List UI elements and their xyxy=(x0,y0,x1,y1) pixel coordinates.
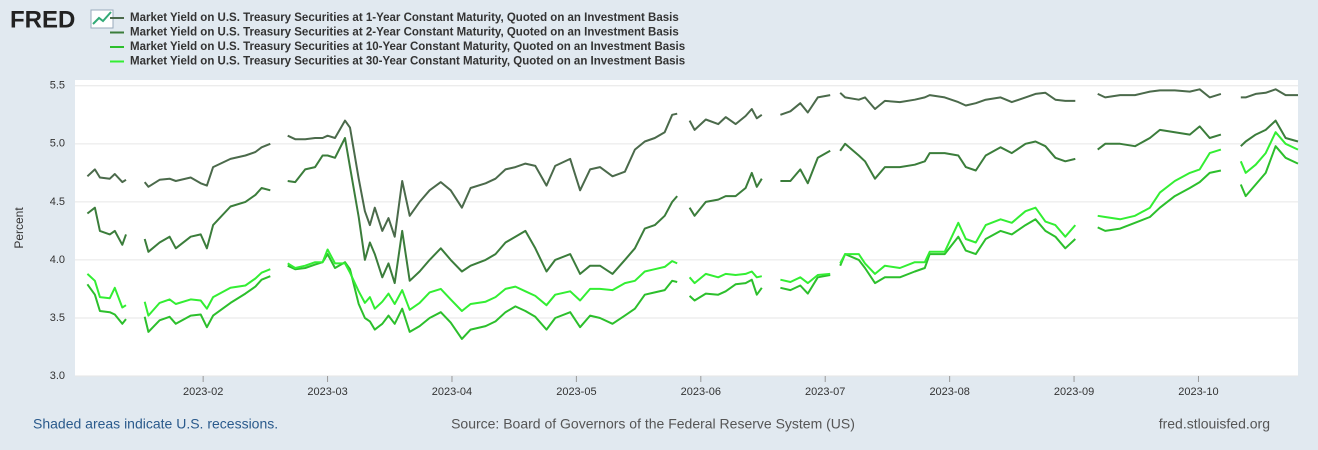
brand-logo[interactable]: FRED xyxy=(10,6,75,33)
legend-label: Market Yield on U.S. Treasury Securities… xyxy=(130,27,679,39)
plot-area xyxy=(75,80,1298,376)
series-line xyxy=(86,131,1299,317)
y-tick-label: 3.0 xyxy=(50,370,65,382)
legend-label: Market Yield on U.S. Treasury Securities… xyxy=(130,56,685,68)
x-tick-label: 2023-06 xyxy=(681,386,721,398)
legend-label: Market Yield on U.S. Treasury Securities… xyxy=(130,41,685,53)
recession-note[interactable]: Shaded areas indicate U.S. recessions. xyxy=(33,416,278,432)
y-axis-label: Percent xyxy=(12,207,26,249)
logo-icon-line xyxy=(92,11,112,25)
y-tick-label: 4.0 xyxy=(50,254,65,266)
legend-label: Market Yield on U.S. Treasury Securities… xyxy=(130,12,679,24)
x-tick-label: 2023-04 xyxy=(432,386,472,398)
x-tick-label: 2023-10 xyxy=(1178,386,1218,398)
series-line xyxy=(86,145,1299,340)
y-tick-label: 3.5 xyxy=(50,312,65,324)
x-tick-label: 2023-03 xyxy=(307,386,347,398)
site-url[interactable]: fred.stlouisfed.org xyxy=(1159,416,1270,432)
y-tick-label: 4.5 xyxy=(50,196,65,208)
x-tick-label: 2023-09 xyxy=(1054,386,1094,398)
series-line xyxy=(86,88,1298,238)
x-tick-label: 2023-07 xyxy=(805,386,845,398)
x-tick-label: 2023-05 xyxy=(556,386,596,398)
x-tick-label: 2023-08 xyxy=(929,386,969,398)
source: Source: Board of Governors of the Federa… xyxy=(451,416,855,432)
y-tick-label: 5.5 xyxy=(50,80,65,92)
x-tick-label: 2023-02 xyxy=(183,386,223,398)
y-tick-label: 5.0 xyxy=(50,138,65,150)
series-line xyxy=(86,119,1299,285)
